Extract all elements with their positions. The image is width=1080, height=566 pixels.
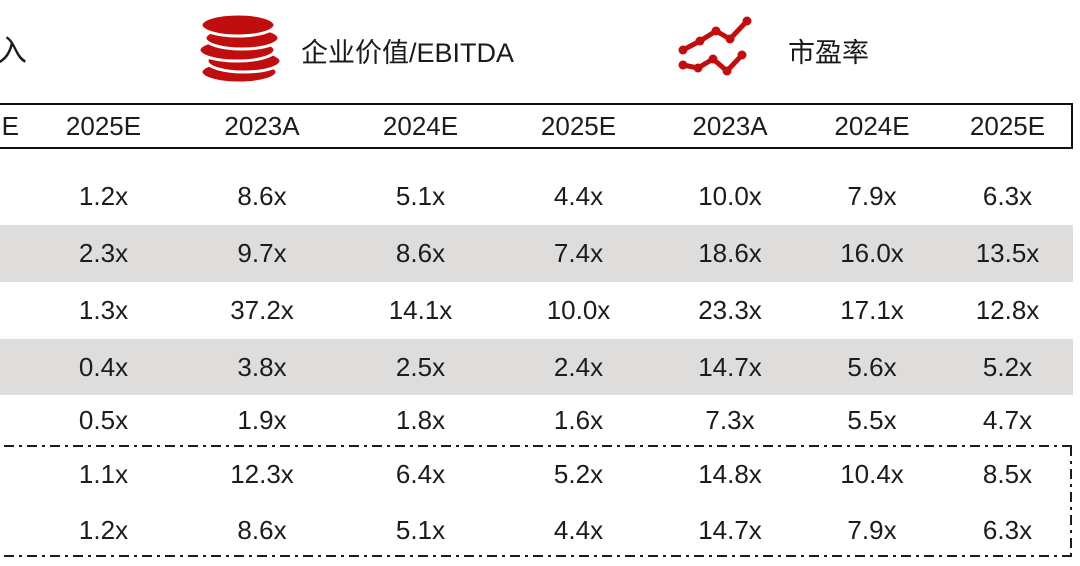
column-header: 2024E <box>382 110 459 141</box>
table-cell: 23.3x <box>698 295 762 325</box>
table-row: 2.3x 9.7x 8.6x 7.4x 18.6x 16.0x 13.5x <box>0 225 1073 282</box>
table-cell: 14.7x <box>698 514 762 545</box>
line-chart-icon <box>676 14 756 87</box>
table-row: 0.5x 1.9x 1.8x 1.6x 7.3x 5.5x 4.7x <box>0 395 1073 446</box>
table-cell: 10.4x <box>840 459 904 489</box>
table-cell: 0.4x <box>78 351 129 382</box>
table-row: 1.2x 8.6x 5.1x 4.4x 14.7x 7.9x 6.3x <box>0 503 1073 557</box>
table-cell: 8.6x <box>395 238 446 268</box>
column-header: 2025E <box>540 110 617 141</box>
column-header: 2023A <box>692 110 768 141</box>
table-cell: 1.1x <box>78 459 129 489</box>
table-cell: 10.0x <box>698 181 762 211</box>
table-cell: 1.6x <box>553 405 604 435</box>
table-cell: 7.9x <box>847 514 897 545</box>
table-header-right-border <box>1071 103 1073 149</box>
column-header: 2024E <box>834 110 910 141</box>
table-cell: 1.2x <box>78 181 129 211</box>
column-header: 2023A <box>224 110 300 141</box>
table-cell: 6.3x <box>982 181 1033 211</box>
table-cell: 12.3x <box>230 459 294 489</box>
table-cell: 2.4x <box>553 351 604 382</box>
table-cell: 0.5x <box>78 405 129 435</box>
table-cell: 4.7x <box>982 405 1033 435</box>
column-header: 2025E <box>65 110 142 141</box>
table-cell: 10.0x <box>546 295 611 325</box>
table-cell: 8.6x <box>237 514 287 545</box>
table-cell: 18.6x <box>698 238 762 268</box>
coin-stack-icon <box>197 8 283 93</box>
table-row: 1.1x 12.3x 6.4x 5.2x 14.8x 10.4x 8.5x <box>0 446 1073 503</box>
table-cell: 16.0x <box>840 238 904 268</box>
valuation-table: E 2025E 2023A 2024E 2025E 2023A 2024E 2025E 1.2… <box>0 103 1073 557</box>
table-cell: 4.4x <box>553 514 604 545</box>
table-cell: 7.3x <box>705 405 755 435</box>
table-cell: 13.5x <box>975 238 1040 268</box>
table-cell: 5.2x <box>982 351 1033 382</box>
table-cell: 7.4x <box>553 238 604 268</box>
table-cell: 8.5x <box>982 459 1033 489</box>
table-cell: 12.8x <box>975 295 1040 325</box>
table-cell: 1.9x <box>237 405 287 435</box>
table-cell: 9.7x <box>237 238 287 268</box>
table-cell: 7.9x <box>847 181 897 211</box>
table-row: 0.4x 3.8x 2.5x 2.4x 14.7x 5.6x 5.2x <box>0 339 1073 395</box>
table-row: 1.2x 8.6x 5.1x 4.4x 10.0x 7.9x 6.3x <box>0 149 1073 225</box>
table-cell: 1.2x <box>78 514 129 545</box>
table-cell: 4.4x <box>553 181 604 211</box>
table-cell: 5.2x <box>553 459 604 489</box>
highlight-box-right-border <box>1070 446 1072 556</box>
table-cell: 8.6x <box>237 181 287 211</box>
highlight-box-bottom-border <box>0 555 1073 557</box>
column-header: E <box>1 110 19 141</box>
table-cell: 37.2x <box>230 295 294 325</box>
table-cell: 3.8x <box>237 351 287 382</box>
table-cell: 14.7x <box>698 351 762 382</box>
table-cell: 5.6x <box>847 351 897 382</box>
table-cell: 17.1x <box>840 295 904 325</box>
highlight-box-top-border <box>0 445 1073 447</box>
table-cell: 6.4x <box>395 459 446 489</box>
table-cell: 5.1x <box>395 181 446 211</box>
legend-label-pe-ratio: 市盈率 <box>788 38 869 68</box>
table-cell: 6.3x <box>982 514 1033 545</box>
table-header-row: E 2025E 2023A 2024E 2025E 2023A 2024E 2025E <box>0 103 1073 149</box>
column-header: 2025E <box>969 110 1046 141</box>
table-cell: 14.8x <box>698 459 762 489</box>
legend-label-ev-ebitda: 企业价值/EBITDA <box>301 38 515 68</box>
table-cell: 5.5x <box>847 405 897 435</box>
table-cell: 5.1x <box>395 514 446 545</box>
table-body: 1.2x 8.6x 5.1x 4.4x 10.0x 7.9x 6.3x 2.3x 9.7x 8.6… <box>0 149 1073 557</box>
table-cell: 14.1x <box>388 295 453 325</box>
table-cell: 1.3x <box>78 295 129 325</box>
legend-partial-label: 入 <box>0 35 27 68</box>
table-cell: 2.3x <box>78 238 129 268</box>
table-row: 1.3x 37.2x 14.1x 10.0x 23.3x 17.1x 12.8x <box>0 282 1073 339</box>
table-cell: 1.8x <box>395 405 446 435</box>
table-cell: 2.5x <box>395 351 446 382</box>
